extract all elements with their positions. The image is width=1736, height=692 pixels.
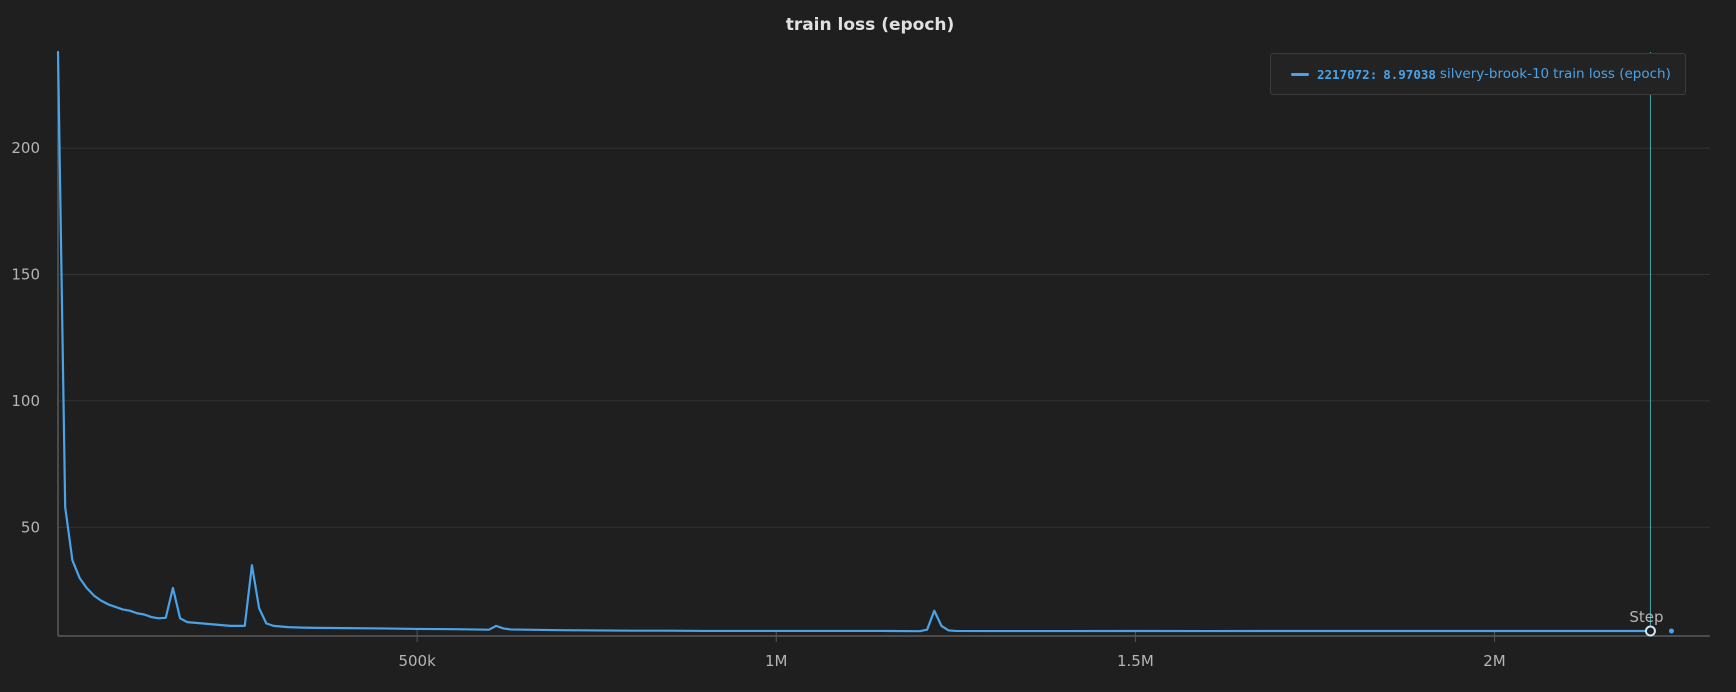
y-tick-label: 50: [21, 518, 40, 536]
legend: 2217072: 8.97038 silvery-brook-10 train …: [1270, 53, 1686, 95]
x-axis-ticks: 500k 1M 1.5M 2M: [398, 630, 1506, 670]
y-tick-label: 150: [11, 265, 40, 283]
hover-point-marker: [1644, 625, 1656, 637]
x-tick-label: 1M: [765, 652, 788, 670]
x-tick-label: 500k: [398, 652, 436, 670]
y-axis-ticks: 50 100 150 200: [11, 139, 40, 536]
y-tick-label: 200: [11, 139, 40, 157]
series-line: [56, 50, 1652, 633]
axes: [57, 52, 1710, 637]
legend-metric-name: train loss (epoch): [1553, 66, 1671, 82]
x-axis-label: Step: [1629, 608, 1663, 626]
legend-loss-value: 8.97038: [1383, 66, 1436, 82]
legend-run-name: silvery-brook-10: [1439, 66, 1550, 82]
x-tick-label: 1.5M: [1117, 652, 1154, 670]
series-lines: [56, 50, 1652, 633]
legend-step-value: 2217072: [1317, 66, 1370, 82]
legend-swatch: [1291, 72, 1309, 76]
legend-colon: :: [1369, 66, 1378, 82]
series-end-marker: [1668, 628, 1674, 634]
y-tick-label: 100: [11, 392, 40, 410]
chart-title: train loss (epoch): [786, 15, 955, 35]
grid-lines: [58, 147, 1710, 528]
hover-cursor: Step: [1629, 52, 1674, 637]
x-tick-label: 2M: [1483, 652, 1506, 670]
